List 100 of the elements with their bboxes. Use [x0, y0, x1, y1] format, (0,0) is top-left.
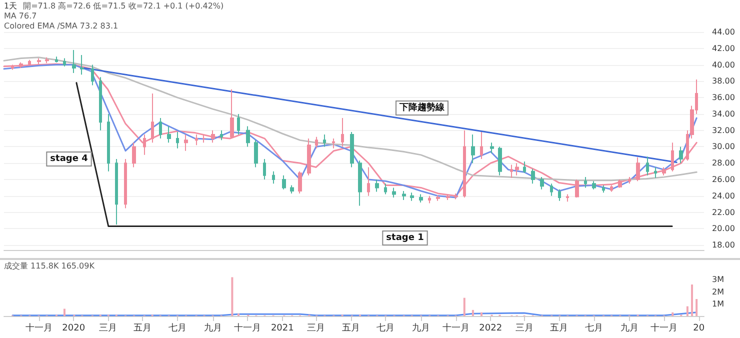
- candlestick: [91, 64, 94, 86]
- candlestick: [402, 190, 406, 201]
- candlestick: [315, 136, 318, 149]
- y-tick-label: 3M: [712, 275, 724, 284]
- x-tick-label: 九月: [620, 322, 638, 334]
- x-tick-label: 五月: [342, 324, 360, 334]
- x-tick-label: 十一月: [650, 322, 678, 334]
- candlestick: [550, 183, 553, 196]
- candlestick: [523, 160, 526, 174]
- candlestick: [602, 184, 605, 194]
- candlestick: [132, 142, 136, 168]
- candlestick: [375, 179, 379, 192]
- candlestick: [272, 170, 275, 184]
- x-tick-label: 三月: [98, 324, 117, 334]
- candlestick: [592, 180, 596, 190]
- candlestick: [115, 158, 118, 226]
- x-tick-label: 五月: [134, 324, 152, 334]
- candlestick: [323, 134, 326, 148]
- bar: [696, 299, 698, 316]
- candlestick: [63, 58, 66, 67]
- text: Colored EMA /SMA 73.2 83.1: [4, 22, 118, 30]
- candlestick: [167, 126, 171, 144]
- candlestick: [202, 134, 206, 144]
- candlestick: [419, 194, 423, 203]
- bar: [231, 277, 234, 316]
- y-tick-label: 34.00: [712, 109, 735, 118]
- candlestick: [220, 130, 223, 141]
- candlestick: [531, 168, 535, 184]
- candlestick: [176, 131, 179, 149]
- candlestick: [254, 140, 258, 168]
- bar: [691, 284, 694, 316]
- candlestick: [558, 188, 561, 202]
- y-tick-label: 26.00: [712, 175, 735, 184]
- candlestick: [358, 160, 362, 206]
- text: 成交量 115.8K 165.09K: [4, 262, 96, 270]
- text: MA 76.7: [4, 12, 37, 20]
- candlestick: [628, 176, 631, 184]
- candlestick: [428, 195, 431, 204]
- candlestick: [263, 158, 266, 180]
- candlestick: [246, 126, 250, 148]
- candlestick: [99, 76, 102, 131]
- candlestick: [510, 164, 513, 178]
- candlestick: [610, 184, 613, 192]
- candlestick: [498, 146, 502, 176]
- candlestick: [646, 156, 649, 176]
- text: 開=71.8 高=72.6 低=71.5 收=72.1 +0.1 (+0.42%): [23, 2, 224, 10]
- y-tick-label: 18.00: [712, 240, 735, 250]
- y-tick-label: 1M: [712, 299, 724, 308]
- x-tick-label: 五月: [550, 324, 568, 334]
- y-tick-label: 44.00: [712, 28, 735, 36]
- candlestick: [211, 130, 215, 144]
- bar: [480, 312, 483, 316]
- candlestick: [662, 166, 666, 176]
- candlestick: [237, 113, 240, 135]
- candlestick: [151, 92, 154, 144]
- candlestick: [107, 113, 110, 172]
- y-tick-label: 22.00: [712, 208, 735, 217]
- y-tick-label: 38.00: [712, 76, 735, 86]
- candlestick: [410, 192, 414, 202]
- candlestick: [515, 162, 519, 176]
- candlestick: [290, 184, 294, 194]
- candlestick: [384, 183, 387, 195]
- candlestick: [566, 194, 569, 202]
- bar: [463, 298, 466, 316]
- y-tick-label: 42.00: [712, 44, 735, 53]
- y-tick-label: 40.00: [712, 60, 735, 70]
- y-tick-label: 28.00: [712, 158, 735, 168]
- bar: [686, 306, 688, 316]
- x-tick-label: 20: [693, 324, 705, 334]
- annotation: 下降趨勢線: [398, 102, 446, 113]
- candlestick: [72, 50, 76, 74]
- line-series: [3, 56, 698, 182]
- candlestick: [350, 131, 354, 168]
- candlestick: [618, 179, 622, 188]
- candlestick: [298, 170, 302, 194]
- candlestick: [55, 56, 58, 63]
- candlestick: [636, 156, 640, 182]
- x-tick-label: 七月: [584, 322, 603, 334]
- candlestick: [392, 187, 396, 198]
- candlestick: [143, 134, 146, 156]
- candlestick: [679, 146, 683, 164]
- bar: [672, 312, 674, 316]
- candlestick: [490, 142, 494, 154]
- x-tick-label: 三月: [307, 324, 326, 334]
- x-tick-label: 七月: [376, 322, 395, 334]
- y-tick-label: 36.00: [712, 93, 735, 102]
- annotation: stage 4: [50, 154, 88, 164]
- x-tick-label: 十一月: [442, 322, 470, 334]
- x-tick-label: 三月: [515, 324, 534, 334]
- candlestick: [80, 54, 84, 76]
- x-tick-label: 2020: [62, 324, 86, 334]
- candlestick: [159, 118, 162, 140]
- bar: [472, 310, 474, 316]
- candlestick: [540, 176, 544, 190]
- x-tick-label: 2021: [270, 324, 294, 334]
- candlestick: [480, 131, 483, 160]
- x-tick-label: 2022: [479, 324, 502, 334]
- x-tick-label: 十一月: [234, 322, 262, 334]
- chart-title: 1天: [4, 2, 18, 10]
- candlestick: [367, 166, 370, 196]
